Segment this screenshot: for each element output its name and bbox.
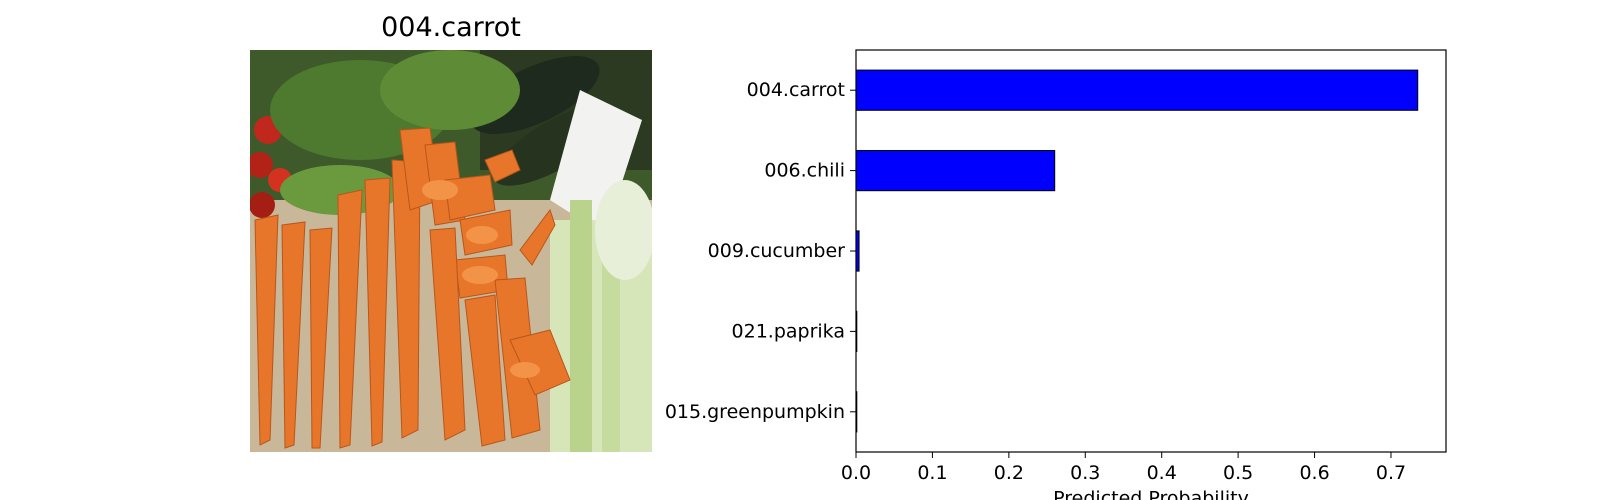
- bar: [855, 69, 1419, 111]
- x-tick-label: 0.5: [1223, 462, 1253, 484]
- x-tick-label: 0.7: [1376, 462, 1406, 484]
- carrot-photo: [250, 50, 652, 452]
- x-tick-label: 0.1: [917, 462, 947, 484]
- image-title: 004.carrot: [381, 12, 521, 43]
- x-tick-label: 0.2: [994, 462, 1024, 484]
- y-tick-label: 021.paprika: [732, 320, 845, 342]
- plot-frame: [855, 49, 1447, 453]
- y-tick-label: 006.chili: [764, 160, 845, 182]
- x-tick-label: 0.3: [1070, 462, 1100, 484]
- x-tick-label: 0.6: [1299, 462, 1329, 484]
- y-tick-label: 004.carrot: [747, 79, 845, 101]
- y-tick-label: 015.greenpumpkin: [665, 401, 845, 423]
- y-tick-label: 009.cucumber: [708, 240, 846, 262]
- x-tick-label: 0.0: [841, 462, 871, 484]
- x-axis-label: Predicted Probability: [1053, 488, 1249, 500]
- bar: [855, 150, 1056, 192]
- x-tick-label: 0.4: [1147, 462, 1177, 484]
